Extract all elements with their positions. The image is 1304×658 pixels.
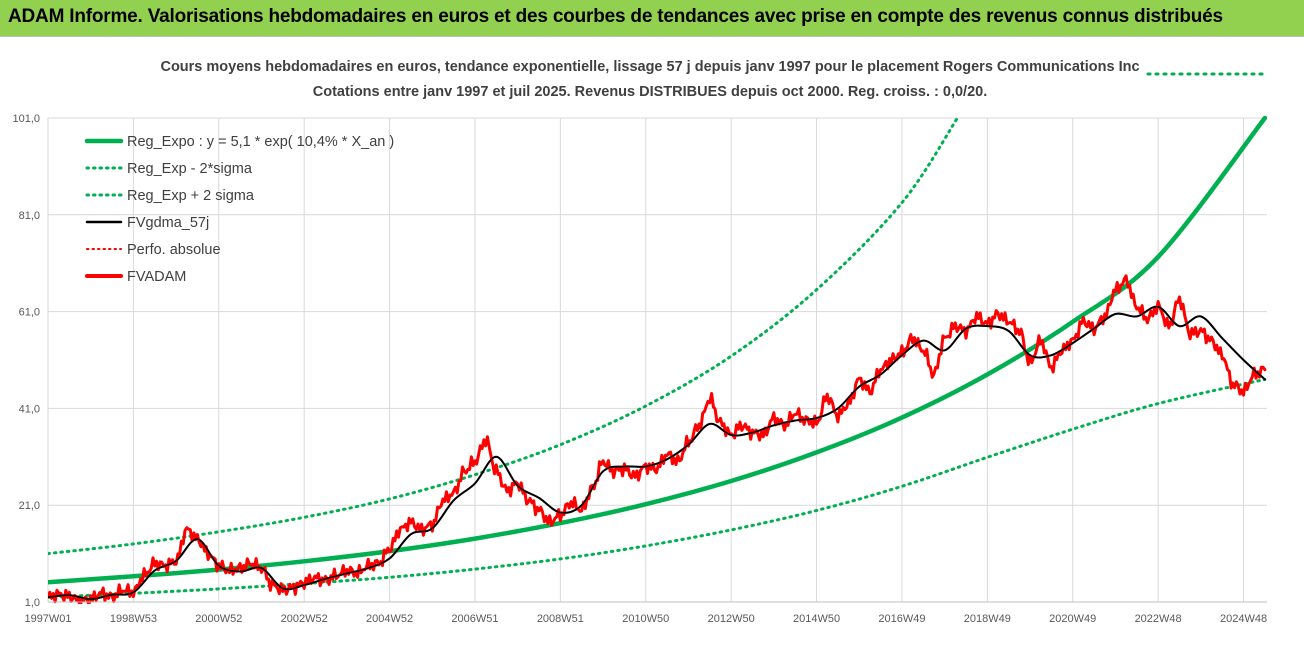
x-tick-label: 1998W53 (110, 613, 157, 625)
x-tick-label: 2012W50 (708, 613, 755, 625)
series-reg-minus-2sigma (48, 377, 1267, 599)
x-tick-label: 2000W52 (195, 613, 242, 625)
legend-label: Reg_Exp - 2*sigma (127, 161, 253, 177)
chart-title-line-1: Cours moyens hebdomadaires en euros, ten… (160, 59, 1139, 75)
legend-label: Reg_Exp + 2 sigma (127, 188, 255, 204)
x-tick-label: 2002W52 (281, 613, 328, 625)
x-tick-label: 2010W50 (622, 613, 669, 625)
x-tick-label: 2004W52 (366, 613, 413, 625)
series-fvadam (48, 274, 1267, 604)
grid-layer (47, 117, 1267, 603)
y-tick-label: 61,0 (19, 307, 40, 319)
y-tick-label: 101,0 (12, 113, 40, 125)
x-tick-label: 2022W48 (1135, 613, 1182, 625)
x-tick-label: 2024W48 (1220, 613, 1267, 625)
x-tick-label: 2016W49 (878, 613, 925, 625)
axis-layer: 1,0 21,0 41,0 61,0 81,0 101,0 1997W01 1998W53 20… (12, 113, 1267, 625)
chart-title-line-2: Cotations entre janv 1997 et juil 2025. … (313, 84, 988, 100)
series-reg-plus-2sigma (48, 116, 959, 556)
chart-svg: 1,0 21,0 41,0 61,0 81,0 101,0 1997W01 1998W53 20… (12, 59, 1268, 625)
x-tick-label: 1997W01 (24, 613, 71, 625)
series-layer (48, 115, 1268, 604)
x-tick-label: 2008W51 (537, 613, 584, 625)
y-tick-label: 81,0 (19, 210, 40, 222)
x-tick-label: 2020W49 (1049, 613, 1096, 625)
legend-label: Reg_Expo : y = 5,1 * exp( 10,4% * X_an ) (127, 134, 394, 150)
x-tick-label: 2014W50 (793, 613, 840, 625)
legend-label: Perfo. absolue (127, 242, 221, 258)
legend-label: FVADAM (127, 269, 186, 285)
y-tick-label: 1,0 (25, 597, 40, 609)
x-tick-label: 2006W51 (451, 613, 498, 625)
chart-area: 1,0 21,0 41,0 61,0 81,0 101,0 1997W01 1998W53 20… (0, 36, 1304, 653)
series-fvgdma-57j (48, 305, 1266, 601)
legend-label: FVgdma_57j (127, 215, 209, 231)
series-fvgdma-57j-overlay (48, 305, 1266, 600)
legend: Reg_Expo : y = 5,1 * exp( 10,4% * X_an )… (84, 134, 394, 285)
window-title: ADAM Informe. Valorisations hebdomadaire… (8, 6, 1223, 27)
y-tick-label: 41,0 (19, 403, 40, 415)
x-tick-label: 2018W49 (964, 613, 1011, 625)
y-tick-label: 21,0 (19, 500, 40, 512)
title-bar: ADAM Informe. Valorisations hebdomadaire… (0, 0, 1304, 36)
